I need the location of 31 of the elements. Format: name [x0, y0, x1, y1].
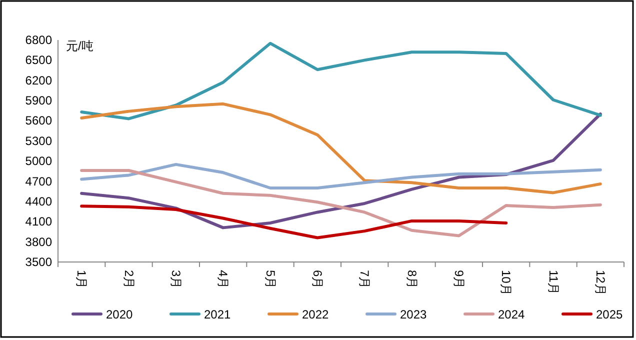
- y-tick-label: 6800: [25, 33, 52, 47]
- x-tick-label: 11月: [546, 270, 560, 294]
- legend-label: 2022: [302, 308, 330, 322]
- legend-label: 2023: [400, 308, 428, 322]
- x-tick-label: 5月: [263, 270, 278, 289]
- y-tick-label: 6500: [25, 53, 52, 68]
- x-tick-label: 6月: [310, 270, 324, 289]
- y-tick-label: 5300: [25, 134, 52, 148]
- x-tick-label: 7月: [358, 270, 372, 289]
- x-tick-label: 12月: [593, 270, 608, 296]
- y-tick-label: 5600: [25, 114, 52, 128]
- legend-label: 2025: [596, 308, 624, 322]
- x-tick-label: 10月: [499, 270, 514, 296]
- legend-label: 2024: [498, 308, 526, 322]
- x-tick-label: 3月: [168, 270, 183, 289]
- x-tick-label: 9月: [452, 270, 466, 289]
- y-tick-label: 6200: [25, 73, 52, 88]
- y-tick-label: 4100: [25, 214, 52, 229]
- x-tick-label: 1月: [74, 270, 89, 289]
- y-tick-label: 5000: [25, 154, 52, 168]
- x-tick-label: 2月: [122, 270, 136, 289]
- x-tick-label: 4月: [216, 270, 230, 289]
- y-tick-label: 4700: [25, 174, 52, 188]
- y-tick-label: 5900: [25, 94, 52, 108]
- legend-label: 2020: [106, 308, 134, 322]
- y-axis-title: 元/吨: [66, 39, 94, 53]
- x-tick-label: 8月: [404, 270, 419, 289]
- legend-label: 2021: [204, 308, 232, 322]
- y-tick-label: 3800: [25, 234, 52, 249]
- y-tick-label: 3500: [25, 255, 52, 269]
- y-tick-label: 4400: [25, 194, 52, 208]
